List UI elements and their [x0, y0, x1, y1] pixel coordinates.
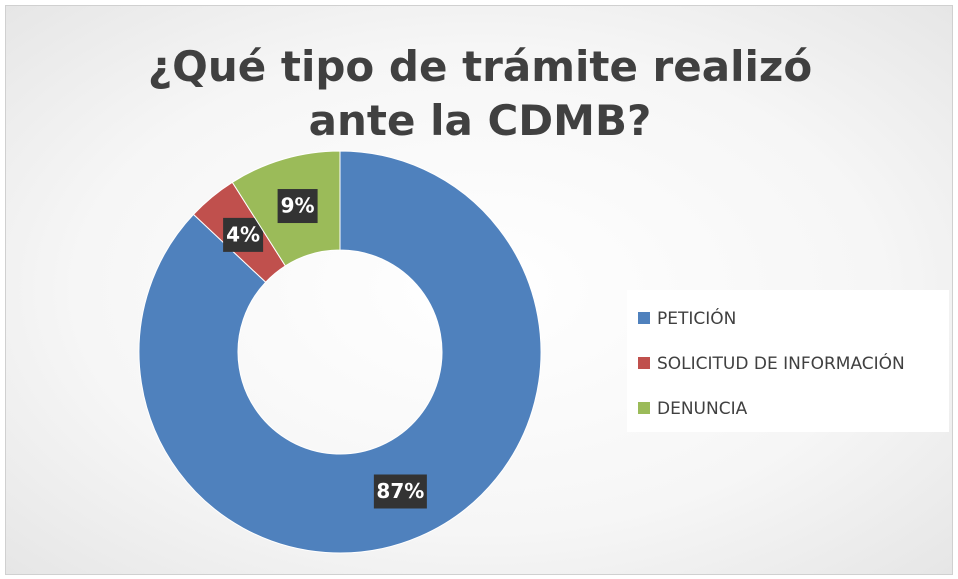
- legend-label: SOLICITUD DE INFORMACIÓN: [657, 352, 905, 374]
- data-label: 9%: [281, 194, 315, 218]
- legend-box: [627, 290, 949, 432]
- chart-title: ¿Qué tipo de trámite realizó ante la CDM…: [147, 42, 813, 145]
- legend-swatch: [638, 357, 650, 369]
- data-label: 87%: [376, 479, 424, 503]
- legend-swatch: [638, 402, 650, 414]
- data-label-box: [223, 217, 264, 252]
- data-label: 4%: [226, 222, 260, 246]
- data-label-box: [277, 189, 318, 224]
- data-label-box: [373, 474, 427, 509]
- legend-swatch: [638, 312, 650, 324]
- legend-label: DENUNCIA: [657, 399, 748, 419]
- legend-label: PETICIÓN: [657, 307, 736, 329]
- donut-slice: [138, 150, 542, 554]
